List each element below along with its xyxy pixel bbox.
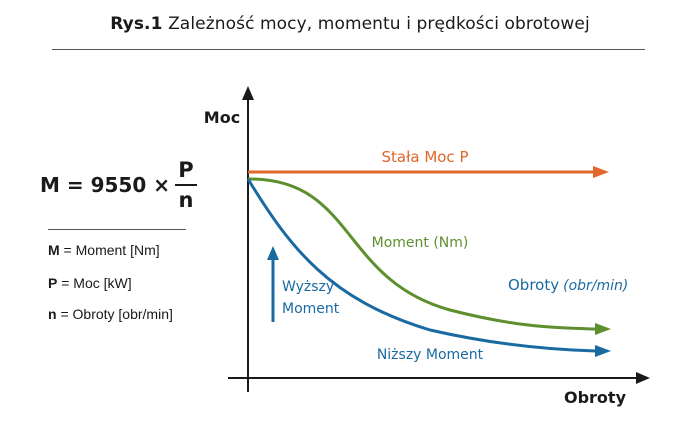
rpm-label: Obroty (obr/min)	[508, 276, 628, 294]
formula-denominator: n	[178, 188, 194, 212]
legend-text: = Moment [Nm]	[59, 242, 160, 258]
higher-torque-arrow-head	[267, 246, 279, 260]
y-axis-label: Moc	[204, 108, 240, 127]
legend-text: = Moc [kW]	[57, 275, 132, 291]
figure-number: Rys.1	[110, 14, 163, 34]
lower-torque-arrow	[595, 345, 611, 357]
legend-divider	[48, 229, 186, 230]
torque-curve	[247, 177, 597, 331]
legend-symbol: M	[48, 242, 60, 258]
rpm-label-unit: (obr/min)	[563, 278, 628, 294]
formula-numerator: P	[178, 158, 194, 182]
lower-torque-label: Niższy Moment	[377, 347, 484, 363]
y-axis-arrow	[242, 86, 254, 100]
higher-torque-label-line2: Moment	[282, 301, 340, 317]
legend-symbol: n	[48, 306, 57, 322]
legend-text: = Obroty [obr/min]	[56, 306, 173, 322]
formula: M = 9550 × P n	[40, 153, 197, 217]
constant-power-label: Stała Moc P	[382, 148, 469, 166]
x-axis-label: Obroty	[564, 388, 627, 407]
torque-label: Moment (Nm)	[372, 235, 469, 251]
legend-item-m: M = Moment [Nm]	[48, 242, 160, 258]
fraction-bar	[174, 184, 197, 186]
formula-fraction: P n	[174, 158, 197, 212]
rpm-label-main: Obroty	[508, 276, 559, 294]
higher-torque-label-line1: Wyższy	[282, 279, 334, 295]
legend-item-p: P = Moc [kW]	[48, 275, 132, 291]
legend-symbol: P	[48, 275, 58, 291]
figure-title: Rys.1 Zależność mocy, momentu i prędkośc…	[0, 14, 700, 34]
torque-arrow	[595, 323, 611, 335]
figure-title-text: Zależność mocy, momentu i prędkości obro…	[168, 14, 590, 34]
x-axis-arrow	[636, 372, 650, 384]
lower-torque-curve	[246, 178, 597, 353]
formula-lhs: M = 9550 ×	[40, 173, 170, 197]
title-divider	[52, 49, 645, 50]
constant-power-arrow	[593, 166, 609, 178]
legend-item-n: n = Obroty [obr/min]	[48, 306, 173, 322]
